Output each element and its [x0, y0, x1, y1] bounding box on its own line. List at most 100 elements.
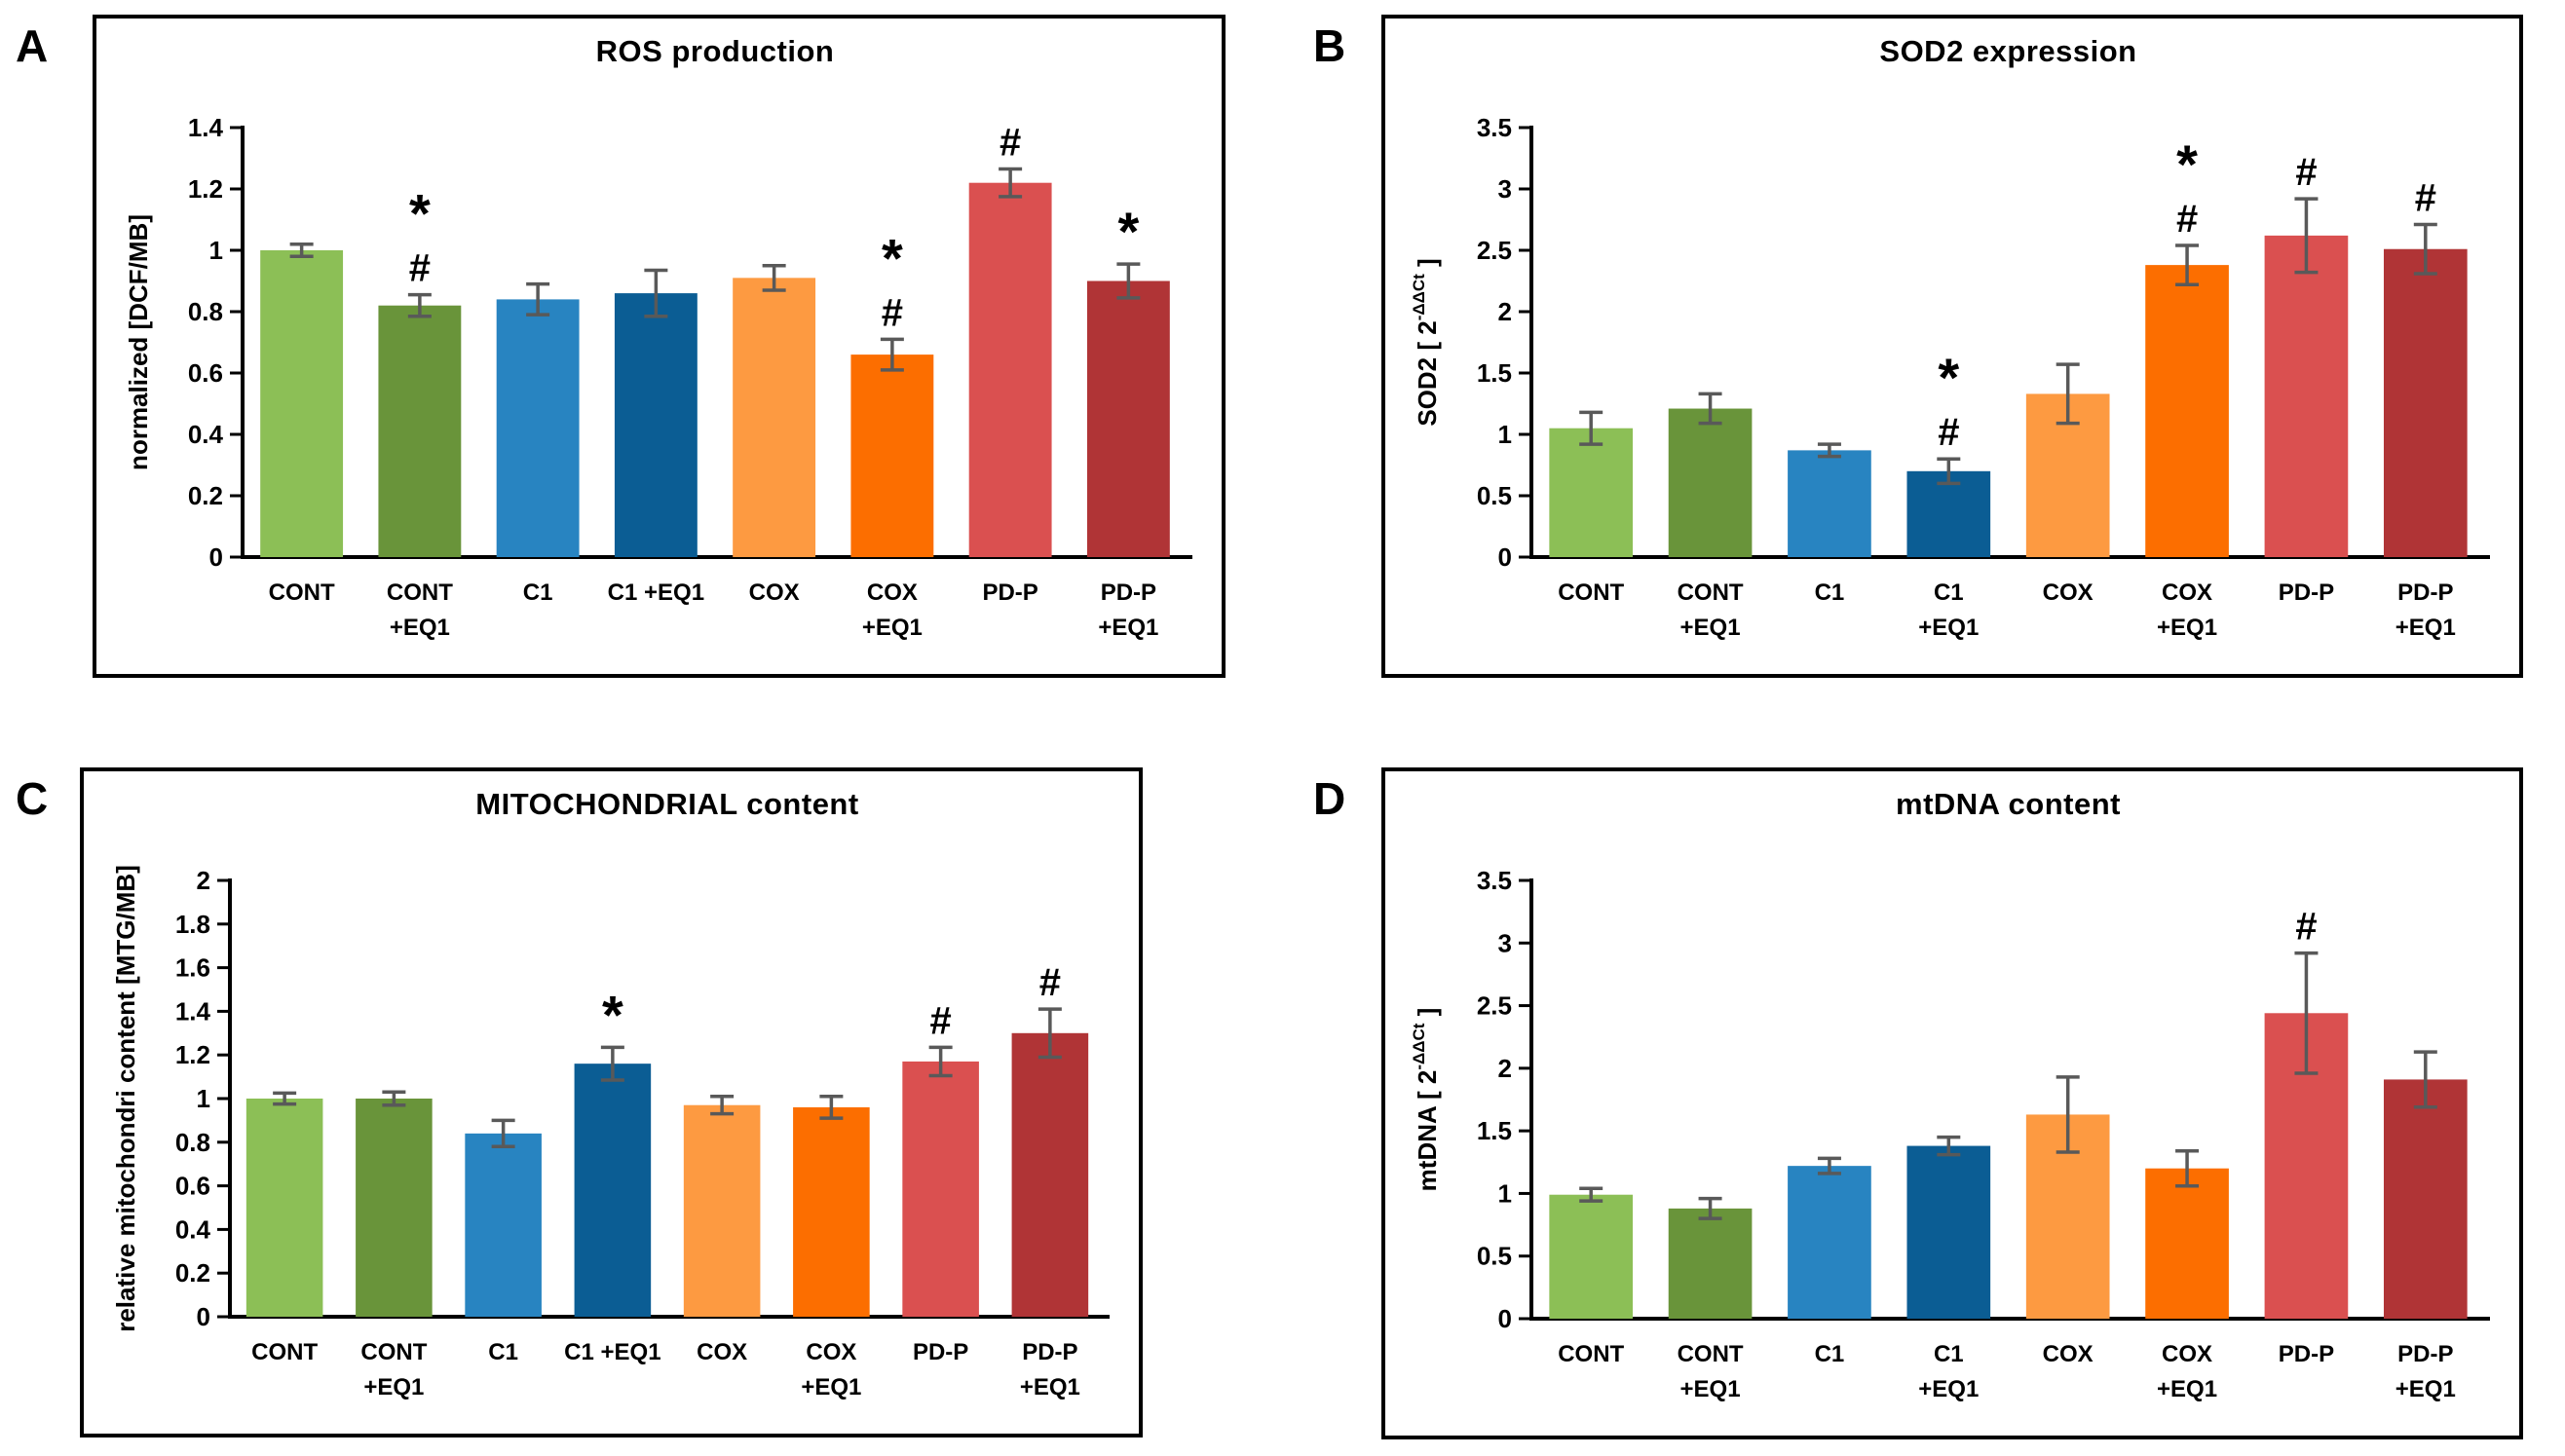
x-category-label: +EQ1 — [363, 1374, 424, 1400]
bar — [793, 1106, 870, 1317]
bar — [968, 182, 1052, 557]
x-category-label: +EQ1 — [1098, 615, 1158, 641]
x-category-label: C1 — [523, 579, 553, 606]
x-category-label: C1 +EQ1 — [564, 1339, 660, 1365]
x-category-label: +EQ1 — [2395, 615, 2456, 641]
bar — [245, 1099, 323, 1317]
significance-annotation: * — [2176, 133, 2198, 195]
y-ticks: 0 0.5 1 1.5 2 2.5 3 3.5 — [1477, 113, 1532, 572]
y-tick-label: 0 — [1498, 542, 1512, 572]
x-category-label: +EQ1 — [1680, 1376, 1741, 1402]
bar — [1668, 408, 1753, 557]
y-tick-label: 1.5 — [1477, 358, 1512, 388]
x-category-label: PD-P — [2397, 579, 2453, 606]
x-category-label: PD-P — [982, 579, 1037, 606]
y-tick-label: 1.8 — [175, 910, 210, 939]
bar — [465, 1133, 542, 1317]
x-category-labels: CONT CONT +EQ1 C1 C1 +EQ1 COX COX +EQ1 PD-P PD-P +… — [251, 1339, 1080, 1400]
x-category-label: CONT — [1678, 579, 1744, 606]
x-category-label: COX — [697, 1339, 747, 1365]
y-tick-label: 0.2 — [175, 1258, 210, 1288]
chart-panel-sod2-expression: SOD2 expression 0 0.5 1 1.5 2 2.5 3 3.5 * # * # # # CO… — [1381, 15, 2523, 678]
bars — [1549, 1013, 2468, 1319]
y-axis-title: normalized [DCF/MB] — [124, 214, 153, 470]
significance-annotation: * — [409, 183, 431, 244]
significance-annotation: * — [602, 984, 623, 1045]
error-bars — [1579, 197, 2437, 486]
x-category-label: C1 +EQ1 — [608, 579, 704, 606]
x-category-label: PD-P — [1022, 1339, 1077, 1365]
bar — [2145, 1168, 2229, 1319]
x-category-label: +EQ1 — [862, 615, 923, 641]
bar — [2264, 235, 2349, 557]
y-tick-label: 1.2 — [175, 1040, 210, 1069]
y-tick-label: 1.5 — [1477, 1116, 1512, 1145]
bar — [1011, 1032, 1089, 1317]
y-tick-label: 1 — [209, 236, 223, 265]
significance-annotation: # — [1938, 411, 1959, 454]
error-bars — [1579, 951, 2437, 1220]
significance-annotations: * # # — [602, 961, 1061, 1045]
x-category-label: CONT — [360, 1339, 427, 1365]
x-category-label: CONT — [1678, 1341, 1744, 1367]
y-axis-title: mtDNA [ 2-ΔΔCt ] — [1410, 1008, 1442, 1192]
x-category-label: +EQ1 — [1918, 1376, 1979, 1402]
x-category-label: COX — [867, 579, 918, 606]
y-tick-label: 0.2 — [188, 481, 223, 510]
x-category-label: +EQ1 — [801, 1374, 861, 1400]
x-category-label: CONT — [1558, 1341, 1624, 1367]
y-tick-label: 1.2 — [188, 174, 223, 204]
x-category-label: COX — [2043, 579, 2093, 606]
significance-annotation: # — [2415, 177, 2436, 220]
bars — [245, 1032, 1089, 1317]
bars — [260, 182, 1170, 557]
x-category-label: C1 — [1934, 1341, 1964, 1367]
y-axis-title: relative mitochondri content [MTG/MB] — [111, 865, 140, 1332]
bar — [1788, 1166, 1871, 1319]
x-category-label: COX — [2162, 579, 2212, 606]
chart-panel-mitochondrial-content: MITOCHONDRIAL content 0 0.2 0.4 0.6 0.8 1 1.2 1… — [80, 767, 1143, 1437]
y-ticks: 0 0.5 1 1.5 2 2.5 3 3.5 — [1477, 866, 1532, 1333]
chart-title: MITOCHONDRIAL content — [475, 787, 859, 821]
y-tick-label: 0.6 — [188, 358, 223, 388]
bar — [850, 355, 934, 557]
error-bars — [289, 167, 1141, 372]
bar — [614, 293, 698, 557]
y-tick-label: 3.5 — [1477, 113, 1512, 142]
y-tick-label: 2 — [1498, 297, 1512, 326]
y-tick-label: 1 — [1498, 1178, 1512, 1208]
significance-annotation: # — [882, 291, 903, 334]
y-tick-label: 0.4 — [188, 420, 224, 449]
x-category-label: +EQ1 — [1680, 615, 1741, 641]
bar — [733, 278, 816, 557]
y-tick-label: 2 — [1498, 1054, 1512, 1083]
x-category-label: CONT — [269, 579, 335, 606]
y-tick-label: 1 — [1498, 420, 1512, 449]
significance-annotation: # — [1039, 961, 1061, 1004]
x-category-label: C1 — [1815, 579, 1845, 606]
x-category-label: COX — [2043, 1341, 2093, 1367]
y-tick-label: 1.6 — [175, 953, 210, 983]
significance-annotation: # — [930, 999, 952, 1042]
x-category-label: +EQ1 — [1918, 615, 1979, 641]
y-tick-label: 3 — [1498, 174, 1512, 204]
x-category-label: +EQ1 — [2157, 1376, 2217, 1402]
chart-title: mtDNA content — [1896, 787, 2121, 821]
y-tick-label: 0.5 — [1477, 481, 1512, 510]
panel-letter-d: D — [1313, 773, 1346, 824]
y-tick-label: 0 — [197, 1302, 210, 1331]
bars — [1549, 235, 2468, 558]
x-category-labels: CONT CONT +EQ1 C1 C1 +EQ1 COX COX +EQ1 PD-P PD-P +E… — [1558, 1341, 2456, 1402]
bar — [496, 299, 580, 557]
chart-panel-ros-production: ROS production 0 0.2 0.4 0.6 0.8 1 1.2 1.4 * # * # #… — [93, 15, 1226, 678]
error-bars — [273, 1007, 1062, 1149]
significance-annotation: * — [882, 227, 903, 288]
y-tick-label: 3 — [1498, 928, 1512, 957]
panel-letter-a: A — [16, 20, 49, 71]
x-category-label: +EQ1 — [1020, 1374, 1080, 1400]
chart-title: SOD2 expression — [1879, 34, 2137, 68]
bar — [260, 250, 344, 557]
y-tick-label: 0.6 — [175, 1172, 210, 1201]
y-tick-label: 2.5 — [1477, 991, 1512, 1021]
